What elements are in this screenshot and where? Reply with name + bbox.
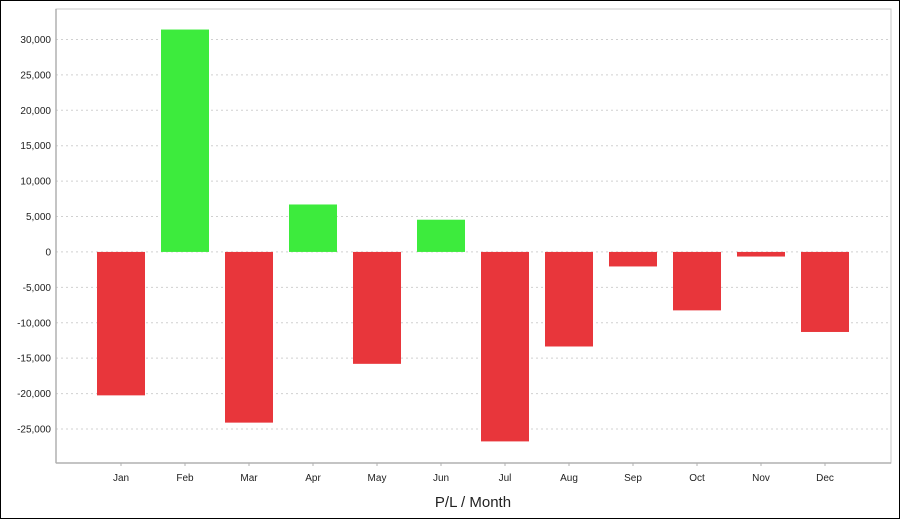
y-tick-label: 25,000 (20, 70, 51, 81)
bar-may (353, 251, 401, 364)
x-axis-title: P/L / Month (435, 494, 511, 511)
x-tick-label: Aug (560, 473, 578, 484)
x-tick-label: Oct (689, 473, 705, 484)
y-tick-label: 15,000 (20, 141, 51, 152)
x-tick-label: Jul (499, 473, 512, 484)
y-tick-label: 20,000 (20, 106, 51, 117)
y-tick-label: -20,000 (17, 389, 51, 400)
bar-nov (737, 251, 785, 257)
x-tick-label: May (368, 473, 387, 484)
bar-jul (481, 251, 529, 442)
x-tick-label: Dec (816, 473, 834, 484)
x-tick-label: Nov (752, 473, 770, 484)
bar-dec (801, 251, 849, 332)
y-tick-label: -25,000 (17, 425, 51, 436)
y-tick-label: -10,000 (17, 318, 51, 329)
bar-jan (97, 251, 145, 396)
x-tick-label: Apr (305, 473, 321, 484)
bar-feb (161, 29, 209, 252)
y-tick-label: 0 (45, 247, 51, 258)
x-tick-label: Jan (113, 473, 129, 484)
x-tick-label: Jun (433, 473, 449, 484)
bar-aug (545, 251, 593, 347)
x-tick-label: Mar (240, 473, 258, 484)
y-tick-label: 10,000 (20, 177, 51, 188)
y-tick-label: 5,000 (26, 212, 51, 223)
bar-sep (609, 251, 657, 267)
y-tick-label: -5,000 (23, 283, 52, 294)
y-tick-label: 30,000 (20, 35, 51, 46)
bar-apr (289, 204, 337, 252)
bar-jun (417, 219, 465, 252)
x-tick-label: Feb (176, 473, 194, 484)
bar-oct (673, 251, 721, 311)
y-tick-label: -15,000 (17, 354, 51, 365)
bar-mar (225, 251, 273, 423)
x-tick-label: Sep (624, 473, 642, 484)
